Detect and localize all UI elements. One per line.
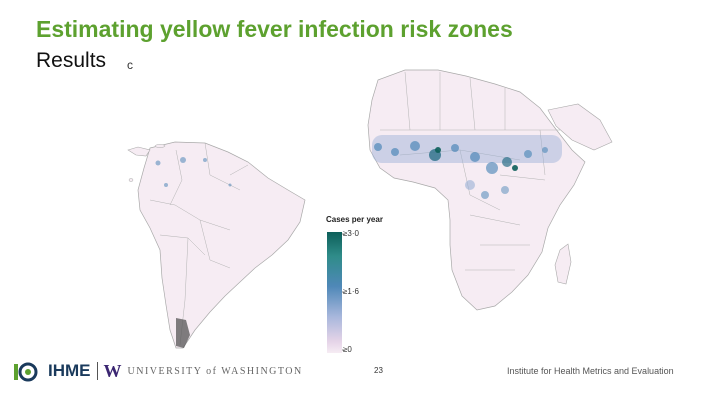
legend-tick-low: ≥0 — [343, 345, 352, 354]
footer-logos: IHME W UNIVERSITY of WASHINGTON — [12, 355, 303, 387]
uw-logo-text: UNIVERSITY of WASHINGTON — [127, 365, 303, 377]
south-america-borders — [149, 142, 249, 346]
slide-subtitle: Results — [36, 49, 107, 72]
logo-separator — [96, 362, 98, 380]
south-america-landmass — [137, 141, 306, 349]
panel-letter: c — [127, 58, 133, 72]
africa-hotspots — [372, 135, 562, 199]
ihme-logo-icon — [14, 362, 38, 382]
africa-borders — [380, 71, 560, 271]
legend-ticks — [342, 233, 345, 351]
page-number: 23 — [374, 366, 383, 375]
uw-logo-mark: W — [103, 360, 122, 381]
madagascar — [554, 243, 572, 285]
caribbean-island — [154, 144, 166, 148]
legend-tick-high: ≥3·0 — [343, 229, 359, 238]
ihme-logo-text: IHME — [48, 361, 91, 380]
africa-landmass — [367, 69, 586, 311]
central-america-landmass — [127, 146, 151, 157]
legend-title: Cases per year — [326, 215, 383, 224]
slide-title: Estimating yellow fever infection risk z… — [36, 16, 513, 42]
institute-name: Institute for Health Metrics and Evaluat… — [507, 366, 674, 376]
legend-colorbar — [327, 232, 342, 353]
caribbean-island — [128, 178, 134, 182]
patagonia-dark-area — [176, 318, 190, 348]
south-america-hotspots — [155, 157, 232, 187]
legend-tick-mid: ≥1·6 — [343, 287, 359, 296]
arabian-peninsula — [547, 103, 613, 151]
